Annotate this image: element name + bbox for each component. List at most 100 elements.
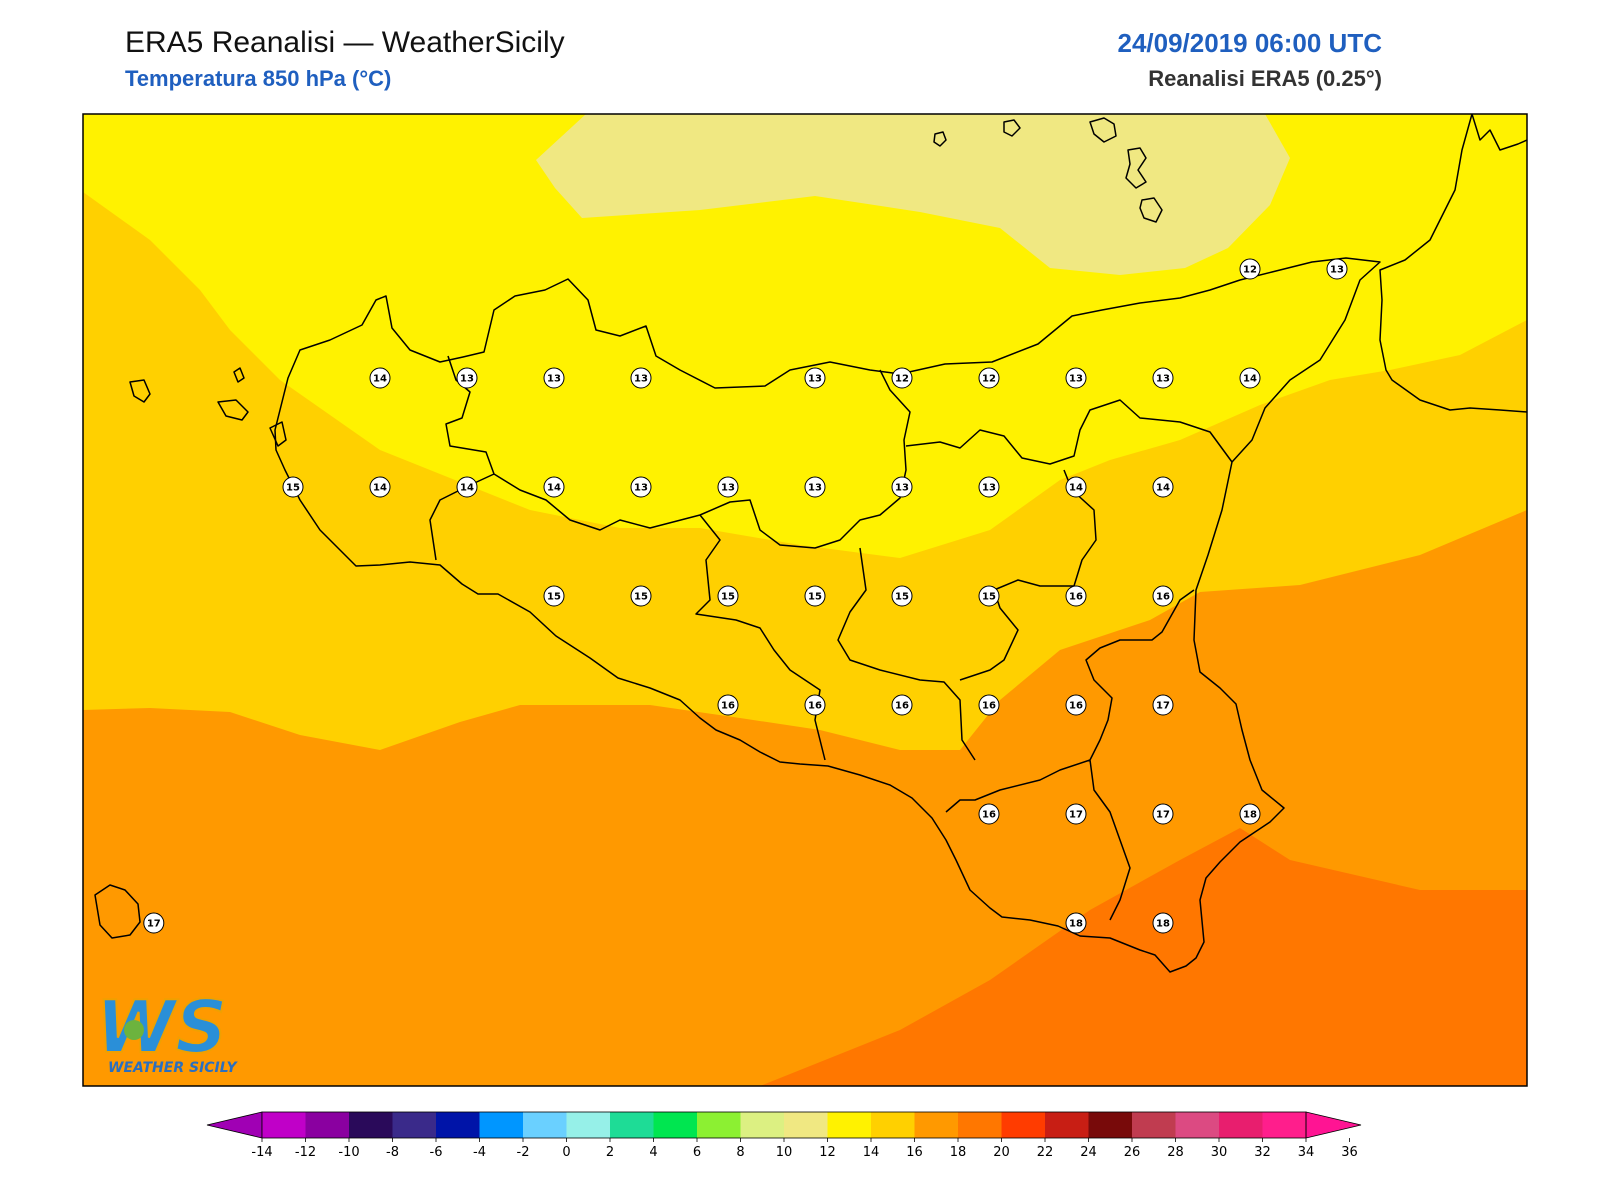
grid-point-value: 14 — [460, 483, 474, 494]
colorbar-swatch — [349, 1112, 393, 1138]
colorbar-swatch — [1219, 1112, 1263, 1138]
grid-point-value: 13 — [982, 483, 996, 494]
grid-point-marker — [1152, 912, 1174, 934]
grid-point-marker — [543, 476, 565, 498]
colorbar: -14 -12 -10 -8 -6 -4 -2 0 2 4 6 8 10 12 14 16 18 20 22 24 26… — [206, 1111, 1362, 1160]
grid-point-value: 16 — [808, 701, 822, 712]
grid-point: 14 — [369, 367, 391, 389]
grid-point: 13 — [804, 367, 826, 389]
grid-point: 14 — [369, 476, 391, 498]
grid-point-value: 15 — [982, 592, 996, 603]
grid-point-value: 13 — [547, 374, 561, 385]
grid-point-marker — [456, 476, 478, 498]
grid-point-marker — [143, 912, 165, 934]
grid-point: 14 — [456, 476, 478, 498]
grid-point: 15 — [978, 585, 1000, 607]
colorbar-swatch — [740, 1112, 785, 1138]
grid-point-labels: 14 13 13 13 13 12 12 13 13 14 12 13 15 14 14 14 13 13 13 13… — [143, 258, 1348, 934]
egadi-islands — [129, 367, 287, 447]
grid-point-value: 13 — [634, 374, 648, 385]
grid-point: 16 — [804, 694, 826, 716]
colorbar-tick-label: 4 — [649, 1145, 657, 1160]
grid-point-marker — [543, 367, 565, 389]
colorbar-tick-label: -12 — [295, 1145, 316, 1160]
grid-point: 12 — [891, 367, 913, 389]
grid-point-marker — [717, 585, 739, 607]
colorbar-low-extend — [206, 1111, 263, 1139]
grid-point: 14 — [1065, 476, 1087, 498]
grid-point-value: 12 — [1243, 265, 1257, 276]
map-subtitle: Temperatura 850 hPa (°C) — [125, 66, 392, 91]
calabria-coastline — [1379, 114, 1527, 413]
grid-point: 13 — [630, 367, 652, 389]
colorbar-tick-label: -10 — [338, 1145, 359, 1160]
grid-point-value: 17 — [1156, 810, 1170, 821]
colorbar-tick-label: 6 — [693, 1145, 701, 1160]
colorbar-swatch — [871, 1112, 915, 1138]
grid-point: 13 — [891, 476, 913, 498]
colorbar-tick-label: -4 — [473, 1145, 486, 1160]
grid-point: 15 — [630, 585, 652, 607]
grid-point: 12 — [1239, 258, 1261, 280]
colorbar-tick-label: 10 — [776, 1145, 793, 1160]
grid-point: 17 — [1152, 803, 1174, 825]
grid-point: 17 — [1152, 694, 1174, 716]
colorbar-swatch — [262, 1112, 306, 1138]
grid-point-value: 14 — [1243, 374, 1257, 385]
grid-point: 13 — [456, 367, 478, 389]
grid-point-value: 16 — [982, 701, 996, 712]
colorbar-swatch — [653, 1112, 698, 1138]
grid-point: 14 — [1152, 476, 1174, 498]
grid-point-marker — [804, 476, 826, 498]
colorbar-tick-label: 30 — [1211, 1145, 1228, 1160]
grid-point: 12 — [978, 367, 1000, 389]
grid-point-value: 12 — [895, 374, 909, 385]
colorbar-swatch — [1175, 1112, 1220, 1138]
colorbar-swatch — [827, 1112, 872, 1138]
grid-point-value: 15 — [547, 592, 561, 603]
grid-point-value: 16 — [1156, 592, 1170, 603]
logo-text: WEATHER SICILY — [108, 1060, 239, 1076]
colorbar-tick-label: 36 — [1341, 1145, 1358, 1160]
grid-point: 16 — [891, 694, 913, 716]
colorbar-tick-label: 0 — [562, 1145, 570, 1160]
grid-point-marker — [630, 476, 652, 498]
grid-point-marker — [282, 476, 304, 498]
map-source: Reanalisi ERA5 (0.25°) — [1148, 66, 1382, 91]
grid-point: 18 — [1152, 912, 1174, 934]
province-borders — [429, 355, 1233, 921]
grid-point-value: 16 — [895, 701, 909, 712]
colorbar-swatch — [1088, 1112, 1133, 1138]
grid-point-marker — [717, 476, 739, 498]
grid-point-value: 13 — [1330, 265, 1344, 276]
coastlines — [94, 114, 1527, 973]
grid-point: 16 — [1152, 585, 1174, 607]
grid-point-value: 18 — [1156, 919, 1170, 930]
grid-point-marker — [1065, 585, 1087, 607]
grid-point-value: 17 — [1156, 701, 1170, 712]
grid-point-marker — [891, 367, 913, 389]
grid-point-marker — [369, 476, 391, 498]
grid-point-marker — [1239, 258, 1261, 280]
grid-point-value: 15 — [721, 592, 735, 603]
grid-point-value: 16 — [1069, 701, 1083, 712]
grid-point-marker — [1326, 258, 1348, 280]
grid-point: 16 — [1065, 694, 1087, 716]
grid-point-marker — [630, 585, 652, 607]
grid-point-value: 14 — [373, 483, 387, 494]
grid-point-marker — [1239, 367, 1261, 389]
grid-point-value: 13 — [460, 374, 474, 385]
grid-point-value: 13 — [1156, 374, 1170, 385]
grid-point: 13 — [1152, 367, 1174, 389]
grid-point: 13 — [978, 476, 1000, 498]
grid-point-marker — [1152, 367, 1174, 389]
grid-point-value: 16 — [982, 810, 996, 821]
colorbar-swatch — [1262, 1112, 1307, 1138]
colorbar-tick-label: -2 — [517, 1145, 530, 1160]
grid-point-marker — [630, 367, 652, 389]
aeolian-islands — [933, 117, 1163, 223]
grid-point: 17 — [1065, 803, 1087, 825]
grid-point: 13 — [804, 476, 826, 498]
colorbar-tick-label: 14 — [863, 1145, 880, 1160]
grid-point-marker — [1065, 476, 1087, 498]
